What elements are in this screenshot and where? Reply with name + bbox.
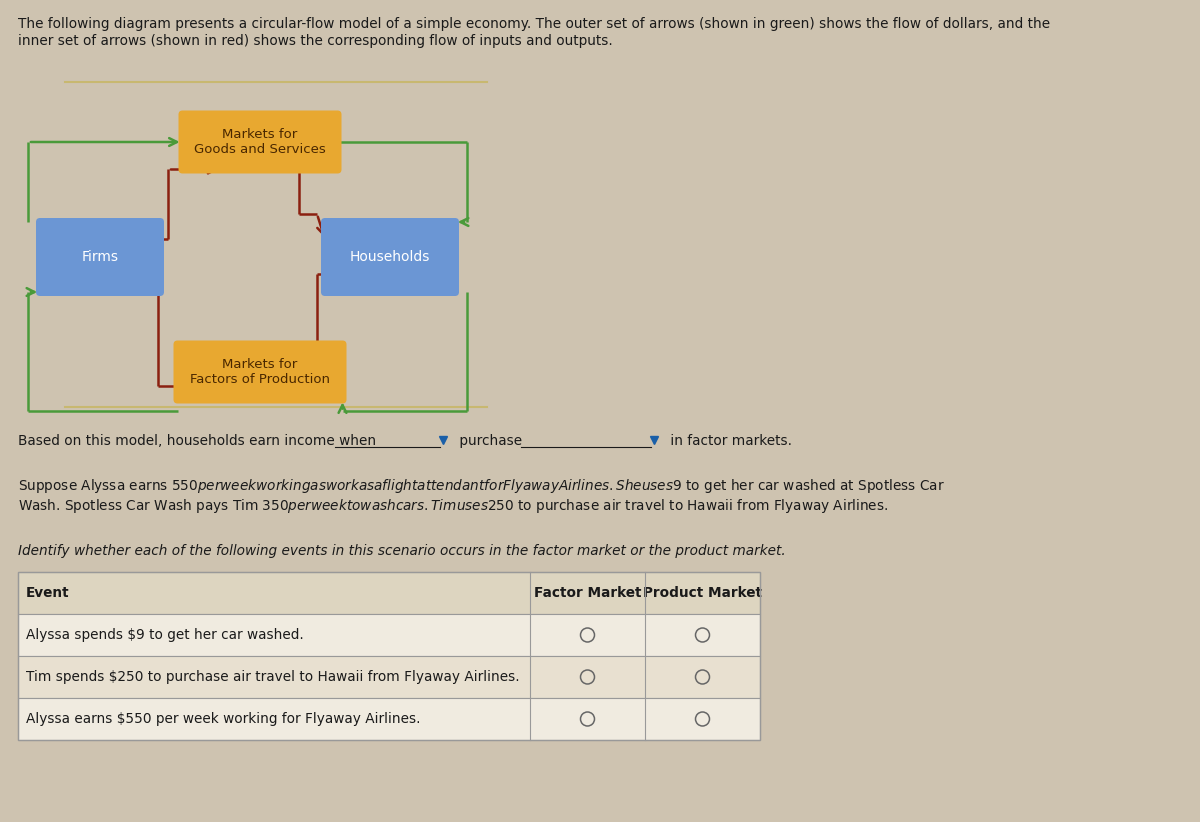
Text: Identify whether each of the following events in this scenario occurs in the fac: Identify whether each of the following e… [18,544,786,558]
Text: Markets for
Factors of Production: Markets for Factors of Production [190,358,330,386]
FancyBboxPatch shape [174,340,347,404]
Text: Factor Market: Factor Market [534,586,641,600]
Text: purchase: purchase [455,434,522,448]
Text: Alyssa earns $550 per week working for Flyaway Airlines.: Alyssa earns $550 per week working for F… [26,712,420,726]
FancyBboxPatch shape [18,656,760,698]
Text: Product Market: Product Market [643,586,762,600]
Text: in factor markets.: in factor markets. [666,434,792,448]
Text: Wash. Spotless Car Wash pays Tim $350 per week to wash cars. Tim uses $250 to pu: Wash. Spotless Car Wash pays Tim $350 pe… [18,497,888,515]
Text: Firms: Firms [82,250,119,264]
Text: Based on this model, households earn income when: Based on this model, households earn inc… [18,434,376,448]
FancyBboxPatch shape [36,218,164,296]
Text: Households: Households [350,250,430,264]
FancyBboxPatch shape [322,218,458,296]
Text: Suppose Alyssa earns $550 per week working as work as a flight attendant for Fly: Suppose Alyssa earns $550 per week worki… [18,477,944,495]
FancyBboxPatch shape [18,572,760,614]
Text: The following diagram presents a circular-flow model of a simple economy. The ou: The following diagram presents a circula… [18,17,1050,31]
Text: Event: Event [26,586,70,600]
Text: Alyssa spends $9 to get her car washed.: Alyssa spends $9 to get her car washed. [26,628,304,642]
FancyBboxPatch shape [18,614,760,656]
FancyBboxPatch shape [18,698,760,740]
FancyBboxPatch shape [179,110,342,173]
Text: inner set of arrows (shown in red) shows the corresponding flow of inputs and ou: inner set of arrows (shown in red) shows… [18,34,613,48]
Text: Tim spends $250 to purchase air travel to Hawaii from Flyaway Airlines.: Tim spends $250 to purchase air travel t… [26,670,520,684]
Text: Markets for
Goods and Services: Markets for Goods and Services [194,128,326,156]
